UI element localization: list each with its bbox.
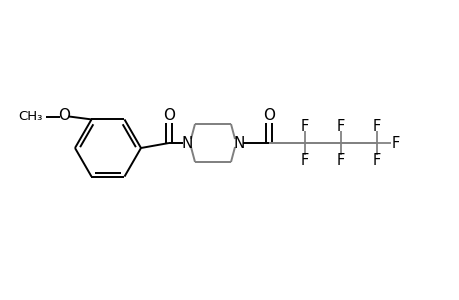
Text: O: O bbox=[58, 108, 70, 123]
Text: F: F bbox=[336, 152, 344, 167]
Text: N: N bbox=[233, 136, 244, 151]
Text: F: F bbox=[336, 118, 344, 134]
Text: O: O bbox=[263, 107, 274, 122]
Text: N: N bbox=[181, 136, 192, 151]
Text: F: F bbox=[372, 118, 381, 134]
Text: F: F bbox=[391, 136, 399, 151]
Text: O: O bbox=[162, 107, 174, 122]
Text: F: F bbox=[372, 152, 381, 167]
Text: F: F bbox=[300, 118, 308, 134]
Text: F: F bbox=[300, 152, 308, 167]
Text: CH₃: CH₃ bbox=[18, 110, 42, 123]
